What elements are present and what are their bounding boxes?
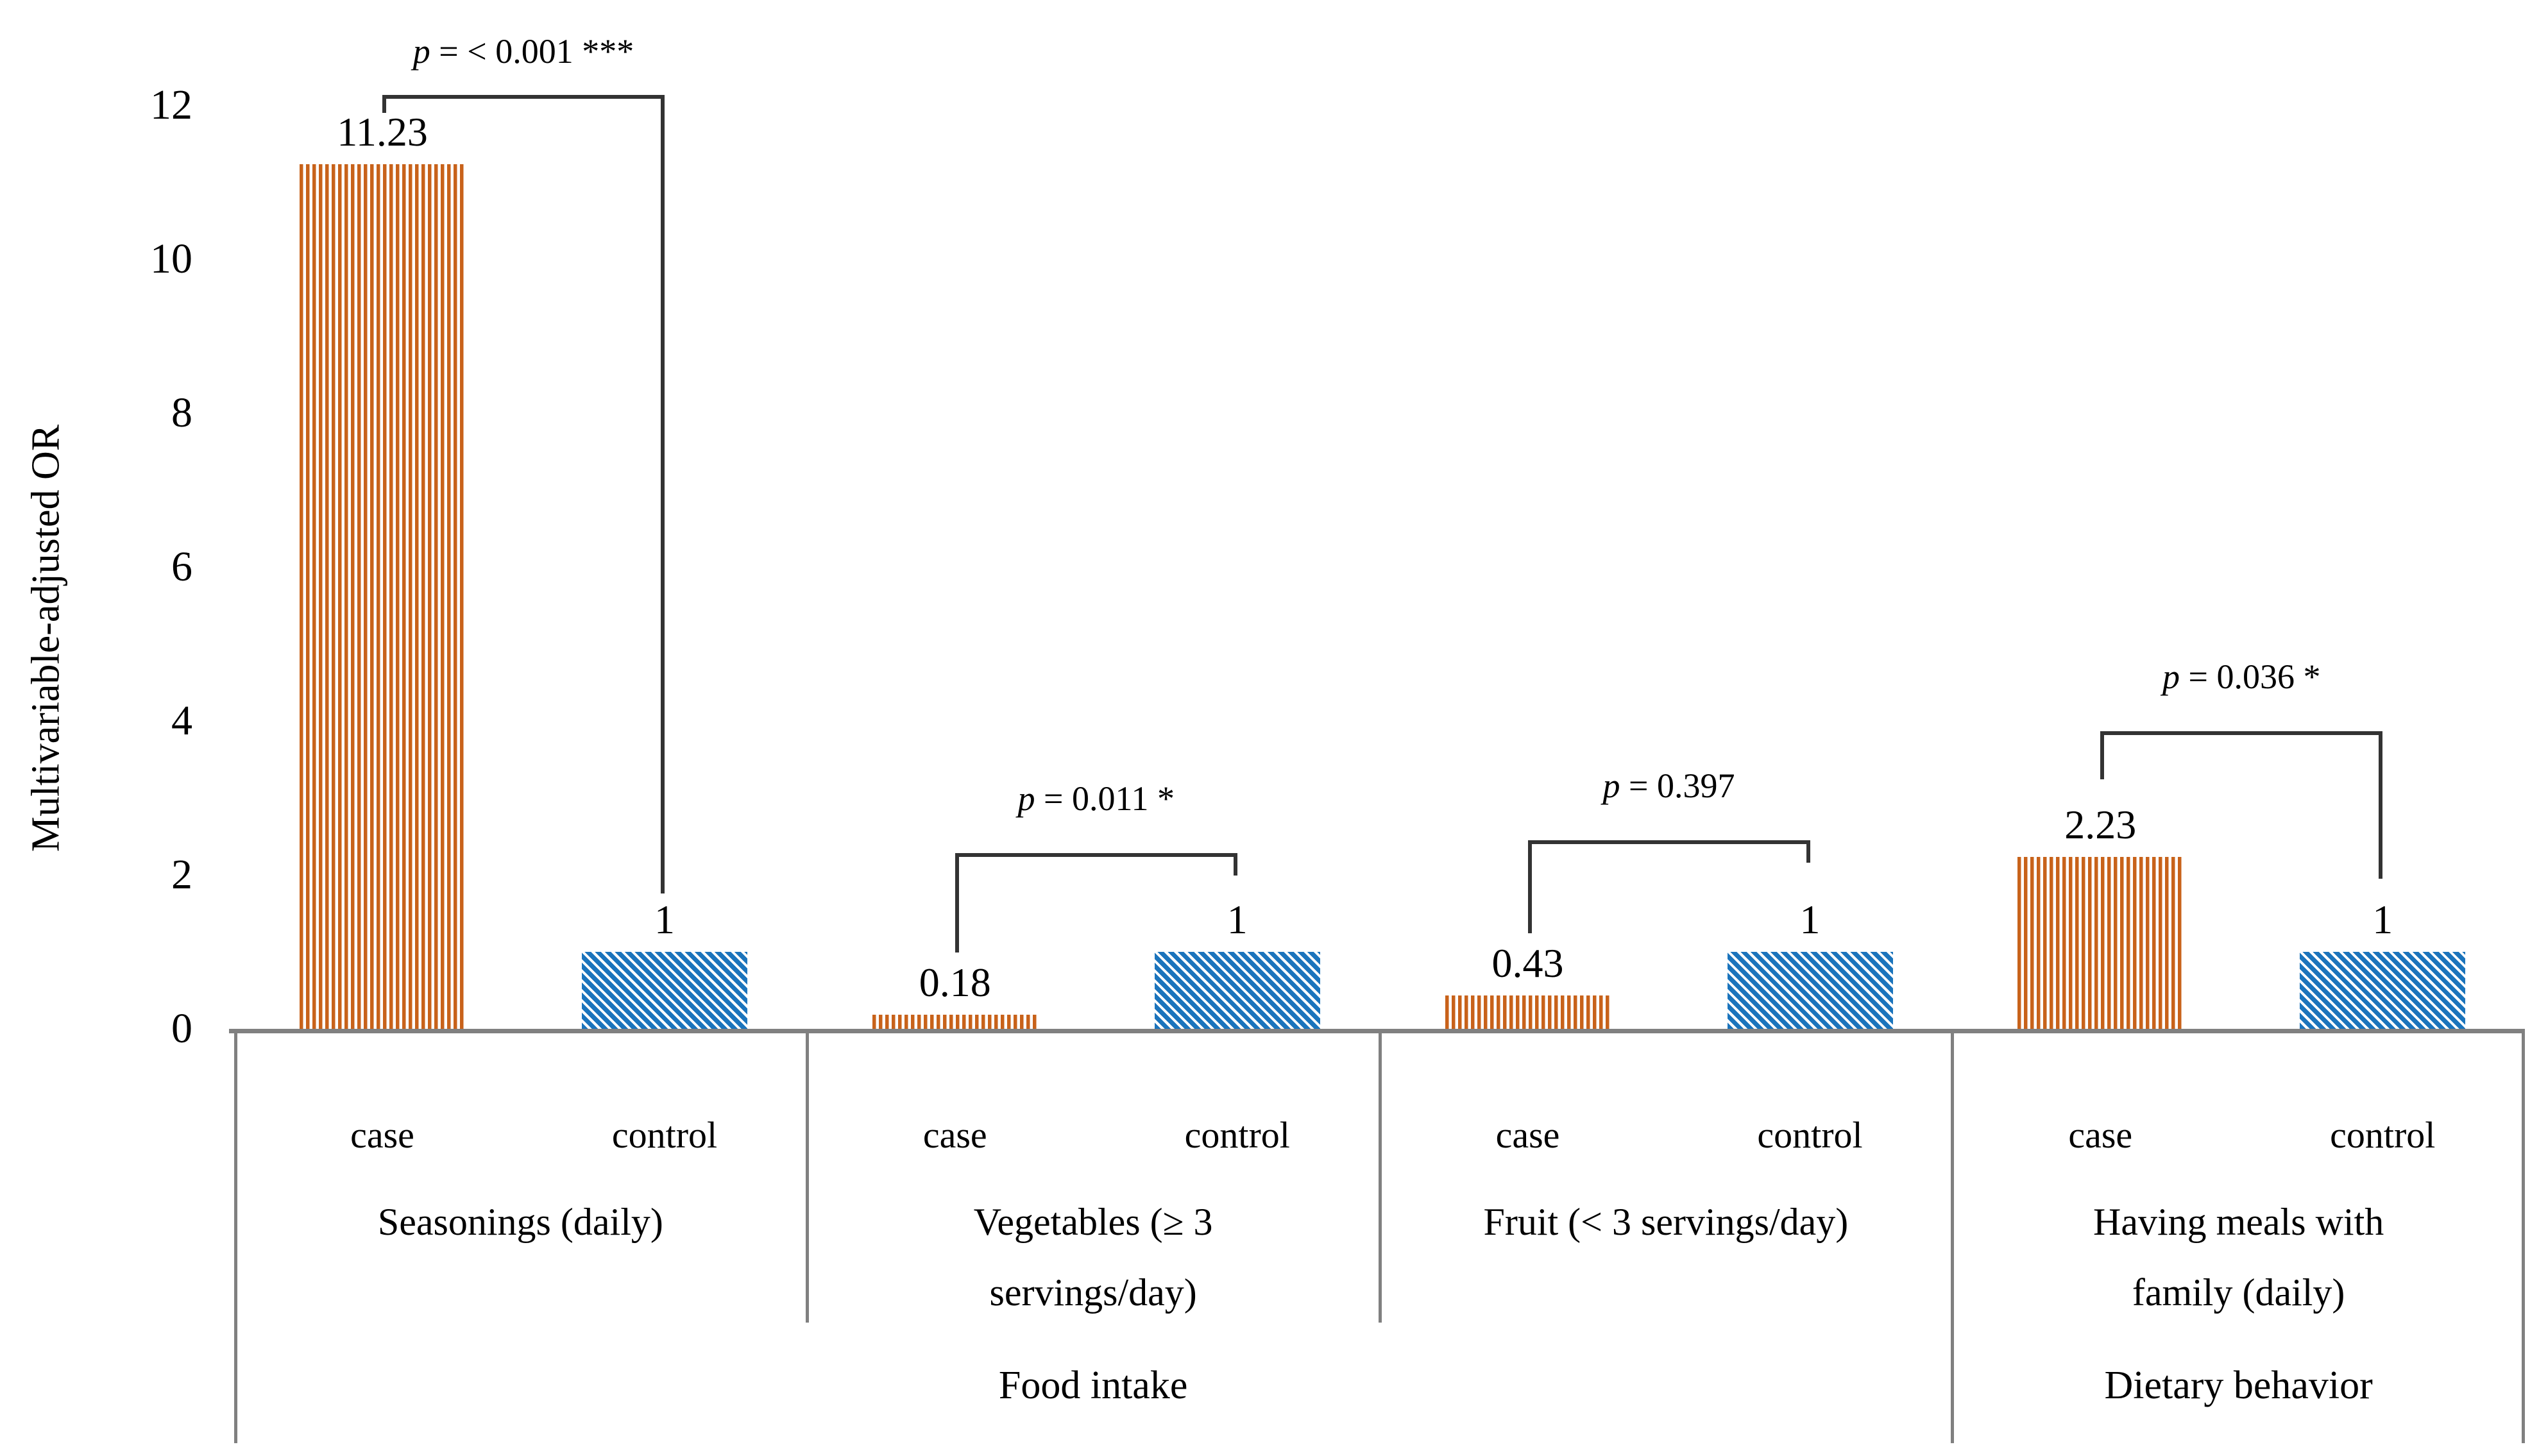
y-tick-label: 10 (150, 235, 192, 282)
p-value-label-vegetables: p = 0.011 * (1017, 779, 1175, 818)
axis-sublabel-control-meals-with-family: control (2330, 1114, 2436, 1156)
group-label-seasonings: Seasonings (daily) (377, 1201, 663, 1243)
value-label-case-meals-with-family: 2.23 (2064, 802, 2137, 848)
axis-sublabel-case-vegetables: case (922, 1114, 987, 1156)
axis-sublabel-control-fruit: control (1757, 1114, 1863, 1156)
value-label-case-vegetables: 0.18 (919, 960, 991, 1006)
significance-bracket-right-drop-vegetables (1233, 853, 1237, 876)
significance-bracket-left-drop-vegetables (955, 853, 959, 952)
value-label-control-seasonings: 1 (654, 897, 675, 942)
value-label-control-meals-with-family: 1 (2372, 897, 2393, 942)
y-tick-label: 12 (150, 81, 192, 128)
y-tick-label: 4 (171, 697, 192, 744)
axis-sublabel-case-seasonings: case (350, 1114, 414, 1156)
x-axis-line (229, 1029, 2525, 1033)
significance-bracket-left-drop-meals-with-family (2100, 731, 2105, 779)
group-label-vegetables: servings/day) (989, 1271, 1197, 1314)
p-value-label-meals-with-family: p = 0.036 * (2162, 657, 2321, 696)
bar-case-seasonings (300, 164, 465, 1029)
significance-bracket-right-drop-seasonings (661, 95, 665, 893)
significance-bracket-line-meals-with-family (2100, 731, 2383, 735)
y-tick-label: 0 (171, 1005, 192, 1052)
tier-divider (1951, 1033, 1955, 1443)
y-tick-label: 2 (171, 851, 192, 898)
category-frame-left-border (234, 1033, 237, 1443)
significance-bracket-left-drop-seasonings (382, 95, 386, 113)
bar-control-fruit (1727, 952, 1893, 1029)
axis-sublabel-case-fruit: case (1495, 1114, 1560, 1156)
value-label-case-fruit: 0.43 (1491, 940, 1564, 986)
group-divider (805, 1033, 809, 1323)
value-label-control-fruit: 1 (1799, 897, 1821, 942)
tier-label-food-intake: Food intake (998, 1364, 1188, 1407)
p-value-label-fruit: p = 0.397 (1602, 766, 1735, 805)
axis-sublabel-control-seasonings: control (611, 1114, 718, 1156)
axis-sublabel-case-meals-with-family: case (2068, 1114, 2133, 1156)
bar-case-meals-with-family (2017, 857, 2184, 1029)
group-label-meals-with-family: Having meals with (2093, 1201, 2384, 1243)
group-divider (1378, 1033, 1382, 1323)
bar-control-meals-with-family (2300, 952, 2466, 1029)
y-tick-label: 8 (171, 389, 192, 436)
category-frame-right-border (2522, 1033, 2525, 1443)
significance-bracket-line-seasonings (382, 95, 665, 99)
y-tick-label: 6 (171, 543, 192, 590)
group-label-vegetables: Vegetables (≥ 3 (973, 1201, 1213, 1243)
significance-bracket-line-vegetables (955, 853, 1237, 857)
significance-bracket-line-fruit (1527, 840, 1810, 844)
significance-bracket-left-drop-fruit (1527, 840, 1532, 933)
significance-bracket-right-drop-fruit (1806, 840, 1810, 863)
bar-control-seasonings (582, 952, 747, 1029)
bar-case-fruit (1445, 995, 1611, 1029)
bar-case-vegetables (872, 1015, 1038, 1029)
bar-control-vegetables (1154, 952, 1320, 1029)
tier-label-dietary-behavior: Dietary behavior (2104, 1364, 2373, 1407)
value-label-case-seasonings: 11.23 (337, 109, 428, 155)
value-label-control-vegetables: 1 (1227, 897, 1248, 942)
axis-sublabel-control-vegetables: control (1184, 1114, 1290, 1156)
group-label-fruit: Fruit (< 3 servings/day) (1483, 1201, 1849, 1243)
significance-bracket-right-drop-meals-with-family (2379, 731, 2383, 879)
group-label-meals-with-family: family (daily) (2132, 1271, 2345, 1314)
p-value-label-seasonings: p = < 0.001 *** (412, 32, 634, 71)
